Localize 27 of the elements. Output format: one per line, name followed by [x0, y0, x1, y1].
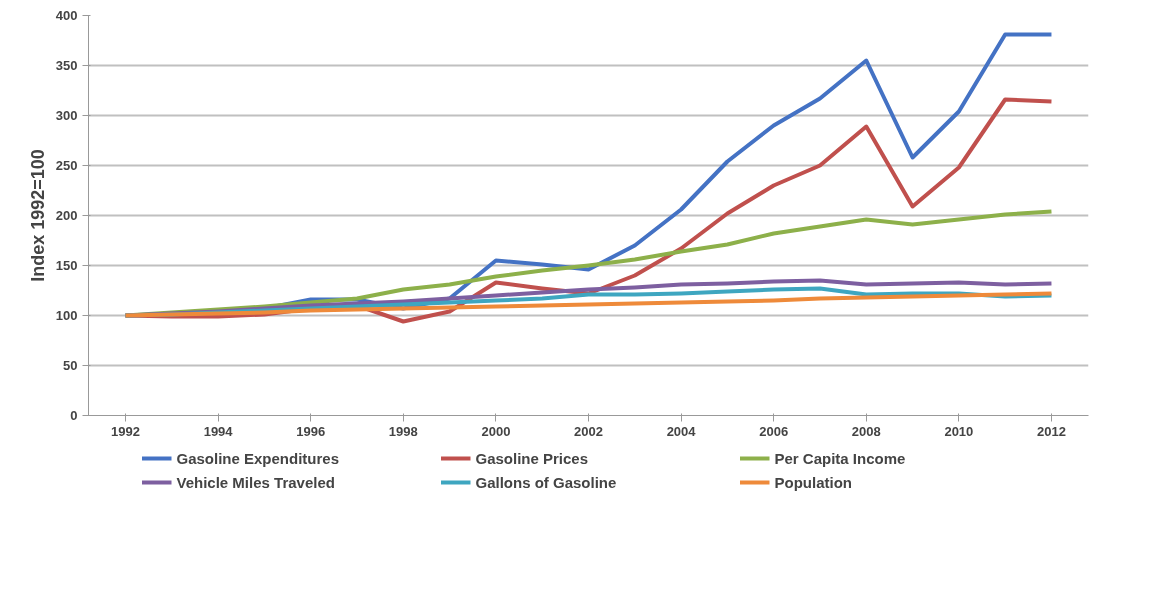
x-tick-label: 2010 [944, 423, 974, 439]
y-tick-label: 0 [70, 408, 78, 423]
legend-label: Gasoline Prices [475, 449, 590, 467]
legend-label: Gasoline Expenditures [176, 449, 341, 467]
x-tick-label: 2006 [759, 423, 789, 439]
y-tick-label: 300 [55, 108, 78, 123]
x-tick-label: 2004 [666, 423, 697, 439]
y-axis-title: Index 1992=100 [27, 149, 48, 282]
y-tick-label: 50 [63, 358, 78, 373]
x-tick-label: 2012 [1037, 423, 1066, 439]
legend-label: Gallons of Gasoline [475, 473, 618, 491]
legend-label: Per Capita Income [774, 449, 907, 467]
x-tick-label: 1994 [203, 423, 234, 439]
y-tick-label: 150 [55, 258, 78, 273]
x-tick-label: 2000 [481, 423, 511, 439]
x-tick-label: 1996 [296, 423, 326, 439]
x-tick-label: 1992 [111, 423, 140, 439]
y-tick-label: 200 [55, 208, 78, 223]
y-tick-label: 100 [55, 308, 78, 323]
legend-label: Population [774, 473, 853, 491]
legend-label: Vehicle Miles Traveled [176, 473, 336, 491]
x-tick-label: 2008 [851, 423, 881, 439]
y-tick-label: 250 [55, 158, 78, 173]
x-tick-label: 1998 [388, 423, 418, 439]
y-tick-label: 350 [55, 58, 78, 73]
x-tick-label: 2002 [574, 423, 603, 439]
y-tick-label: 400 [55, 8, 78, 23]
